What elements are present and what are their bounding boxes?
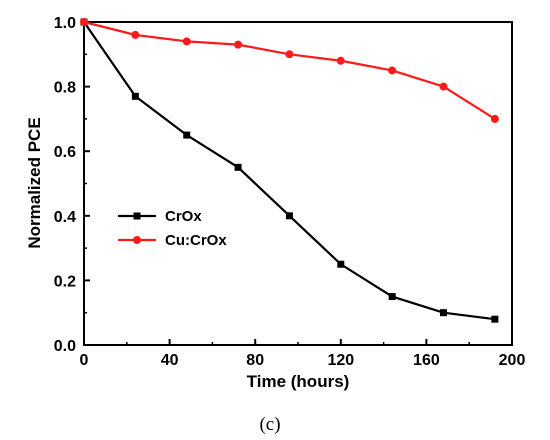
data-point [234,40,243,49]
data-point [182,37,191,46]
series-0 [80,18,499,323]
data-point [183,131,191,139]
legend-label: Cu:CrOx [165,232,227,249]
figure-caption: (c) [259,414,280,435]
x-tick-label: 40 [161,352,179,369]
data-point [439,82,448,91]
legend-item: Cu:CrOx [118,232,227,249]
data-point [337,260,345,268]
y-tick-label: 0.2 [54,273,76,290]
data-point [285,50,294,59]
data-point [234,163,242,171]
x-tick-label: 0 [80,352,89,369]
legend-label: CrOx [165,208,202,225]
y-tick-label: 0.8 [54,80,76,97]
y-tick-label: 0.0 [54,338,76,355]
x-axis-title: Time (hours) [247,372,350,391]
plot-frame [83,21,513,346]
x-tick-label: 120 [327,352,354,369]
legend: CrOx Cu:CrOx [118,208,227,249]
data-point [131,30,140,39]
x-tick-label: 200 [499,352,526,369]
data-point [285,212,293,220]
x-axis: 0 40 80 120 160 200 [80,339,526,369]
y-axis: 0.0 0.2 0.4 0.6 0.8 1.0 [54,15,90,355]
y-tick-label: 1.0 [54,15,76,32]
series-1 [80,18,499,123]
legend-item: CrOx [118,208,202,225]
y-tick-label: 0.4 [54,209,76,226]
legend-marker [133,236,141,244]
y-tick-label: 0.6 [54,144,76,161]
plot-area [83,21,513,346]
series-layer [80,18,499,323]
data-point [336,56,345,65]
legend-marker [133,212,141,220]
data-point [490,114,499,123]
data-point [440,309,448,317]
data-point [491,315,499,323]
x-tick-label: 80 [246,352,264,369]
series-line [83,21,496,321]
data-point [388,66,397,75]
data-point [388,293,396,301]
data-point [80,18,88,26]
y-axis-title: Normalized PCE [25,117,44,248]
x-tick-label: 160 [413,352,440,369]
data-point [131,92,139,100]
